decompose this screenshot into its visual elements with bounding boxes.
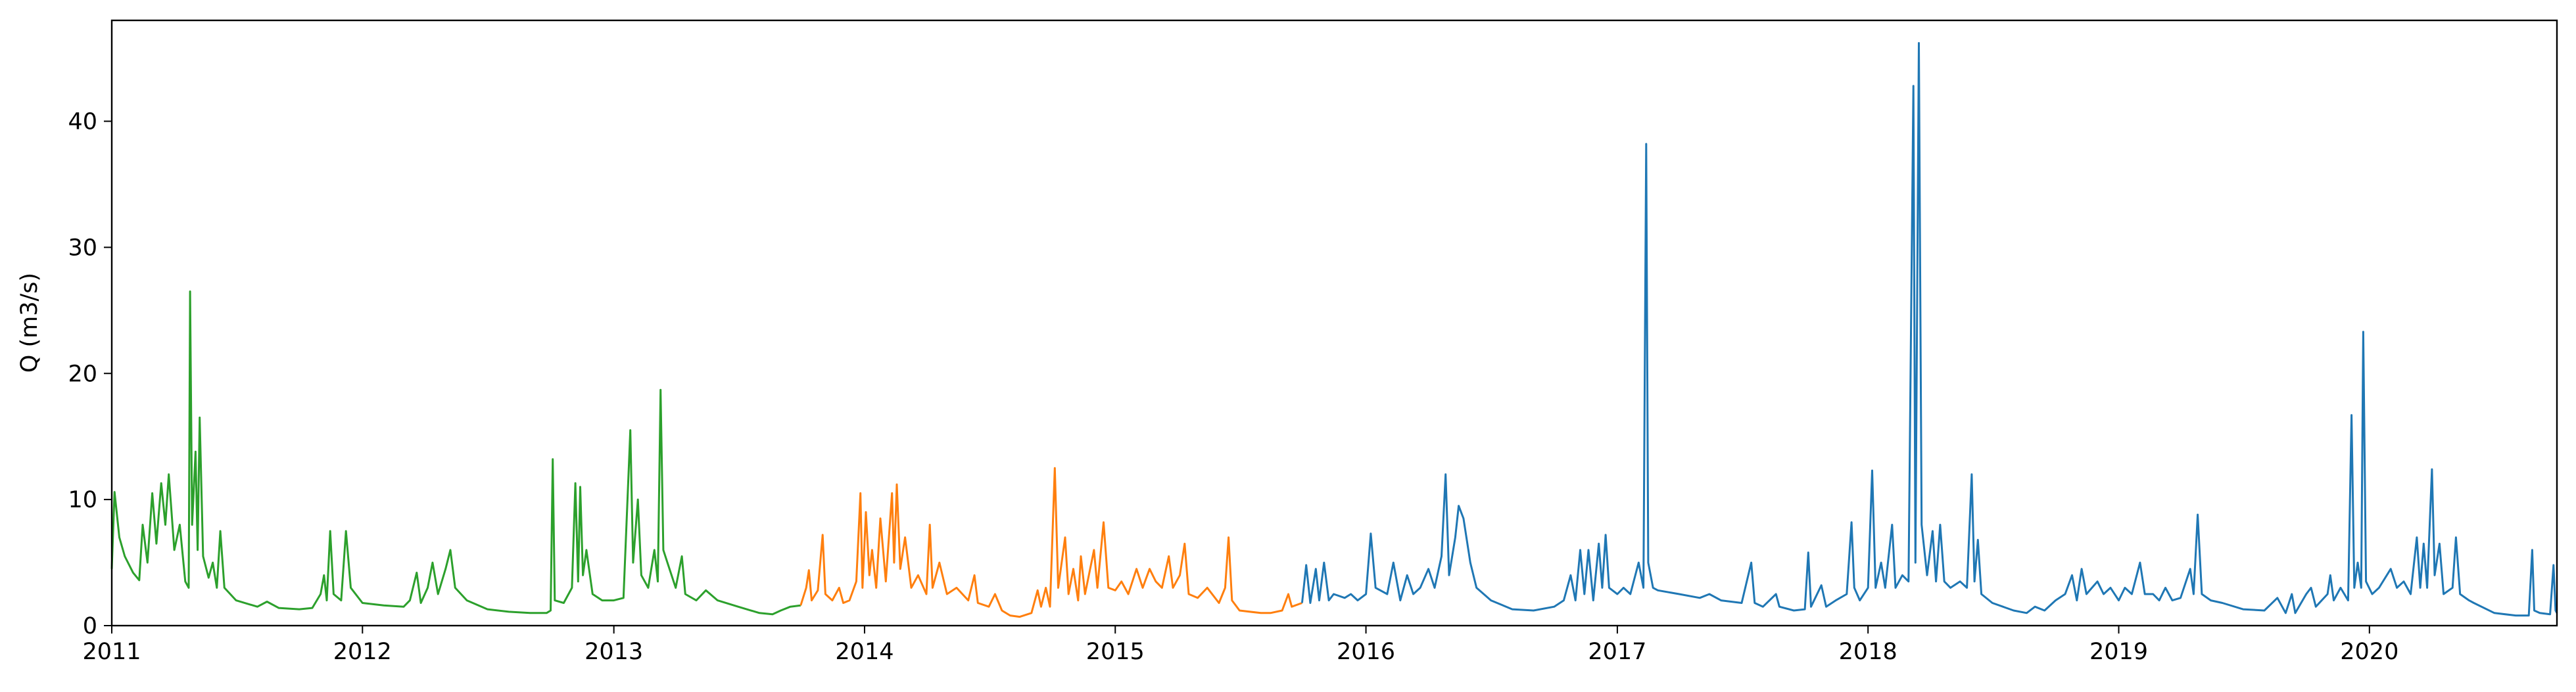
- plot-frame: [110, 19, 2558, 627]
- y-axis: 0 10 20 30 40: [68, 109, 112, 639]
- y-tick-label: 10: [68, 487, 97, 513]
- x-tick-label: 2012: [333, 639, 392, 665]
- series-line-3: [1300, 42, 2558, 617]
- x-tick-label: 2016: [1337, 639, 1395, 665]
- x-tick-label: 2013: [584, 639, 643, 665]
- series-line-2: [799, 467, 1302, 618]
- x-tick-label: 2015: [1086, 639, 1145, 665]
- y-tick-label: 0: [83, 613, 97, 639]
- series-layer: [110, 42, 2558, 618]
- x-tick-label: 2017: [1588, 639, 1646, 665]
- y-axis-label: Q (m3/s): [16, 273, 43, 373]
- x-tick-label: 2011: [82, 639, 141, 665]
- series-line-1: [110, 290, 801, 616]
- y-tick-label: 40: [68, 109, 97, 135]
- x-tick-label: 2020: [2340, 639, 2398, 665]
- x-tick-label: 2018: [1839, 639, 1897, 665]
- x-axis: 2011 2012 2013 2014 2015 2016 2017 2018 2019 2020: [82, 626, 2398, 665]
- x-tick-label: 2019: [2089, 639, 2148, 665]
- x-tick-label: 2014: [835, 639, 894, 665]
- y-tick-label: 30: [68, 235, 97, 261]
- y-tick-label: 20: [68, 361, 97, 387]
